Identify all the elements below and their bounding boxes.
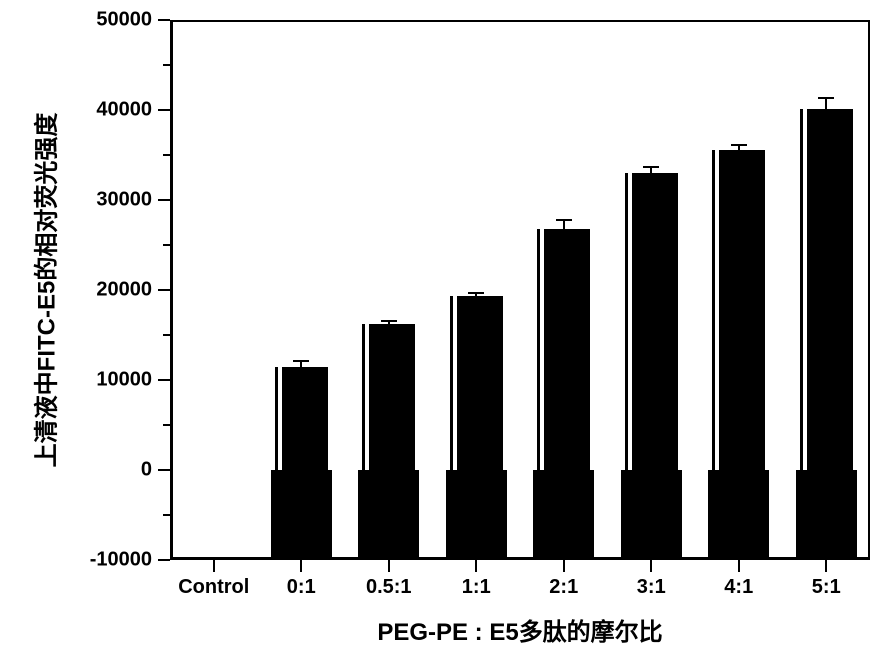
error-cap (556, 219, 572, 221)
x-tick (563, 560, 565, 572)
error-bar (825, 98, 827, 120)
y-axis-line (170, 20, 173, 560)
x-tick (738, 560, 740, 572)
bar-side-gap (590, 229, 594, 470)
x-tick-label: 4:1 (724, 576, 753, 599)
x-tick (825, 560, 827, 572)
error-cap (643, 178, 659, 180)
figure: -10000 0 10000 20000 30000 40000 50000 Control 0… (0, 0, 894, 661)
error-cap (643, 166, 659, 168)
x-tick-label: Control (178, 576, 249, 599)
y-tick-label: 50000 (0, 9, 152, 32)
y-minor-tick (163, 424, 170, 426)
y-tick (158, 199, 170, 201)
error-cap (556, 237, 572, 239)
bar-side-gap (271, 367, 275, 471)
x-tick-label: 0:1 (287, 576, 316, 599)
y-minor-tick (163, 244, 170, 246)
bar-highlight (278, 367, 282, 471)
bar-side-gap (446, 296, 450, 470)
error-cap (381, 327, 397, 329)
bar-highlight (365, 324, 369, 470)
x-tick (650, 560, 652, 572)
error-cap (293, 371, 309, 373)
bar-side-gap (853, 109, 857, 470)
bar-side-gap (678, 173, 682, 470)
x-tick-label: 1:1 (462, 576, 491, 599)
y-tick (158, 19, 170, 21)
y-tick-label: 30000 (0, 189, 152, 212)
x-tick-label: 3:1 (637, 576, 666, 599)
x-tick-label: 5:1 (812, 576, 841, 599)
bar-side-gap (621, 173, 625, 470)
bar-side-gap (183, 470, 187, 471)
error-bar (563, 220, 565, 238)
bar-side-gap (358, 324, 362, 470)
x-tick (388, 560, 390, 572)
bar-highlight (803, 109, 807, 470)
bar-side-gap (415, 324, 419, 470)
bar-side-gap (533, 229, 537, 470)
y-tick-label: 40000 (0, 99, 152, 122)
y-tick-label: 0 (0, 459, 152, 482)
y-axis-label: 上清液中FITC-E5的相对荧光强度 (27, 113, 62, 468)
x-tick-label: 0.5:1 (366, 576, 412, 599)
error-cap (381, 320, 397, 322)
bar-side-gap (503, 296, 507, 470)
x-axis-label: PEG-PE : E5多肽的摩尔比 (377, 612, 662, 647)
y-tick (158, 289, 170, 291)
y-tick-label: 10000 (0, 369, 152, 392)
bar-side-gap (240, 470, 244, 471)
bar-side-gap (765, 150, 769, 470)
x-tick (475, 560, 477, 572)
error-cap (818, 97, 834, 99)
y-tick (158, 379, 170, 381)
y-tick (158, 469, 170, 471)
y-tick (158, 559, 170, 561)
x-tick-label: 2:1 (549, 576, 578, 599)
bar-side-gap (708, 150, 712, 470)
error-cap (818, 119, 834, 121)
x-tick (213, 560, 215, 572)
error-cap (731, 153, 747, 155)
bar-highlight (715, 150, 719, 470)
error-cap (731, 144, 747, 146)
bar-highlight (628, 173, 632, 470)
y-tick-label: 20000 (0, 279, 152, 302)
y-minor-tick (163, 154, 170, 156)
error-cap (293, 360, 309, 362)
error-cap (468, 298, 484, 300)
bar-side-gap (796, 109, 800, 470)
y-minor-tick (163, 334, 170, 336)
bar-side-gap (328, 367, 332, 471)
x-tick (300, 560, 302, 572)
y-tick (158, 109, 170, 111)
bar-highlight (190, 470, 194, 471)
y-minor-tick (163, 514, 170, 516)
y-tick-label: -10000 (0, 549, 152, 572)
error-cap (468, 292, 484, 294)
bar-highlight (540, 229, 544, 470)
bar-highlight (453, 296, 457, 470)
y-minor-tick (163, 64, 170, 66)
